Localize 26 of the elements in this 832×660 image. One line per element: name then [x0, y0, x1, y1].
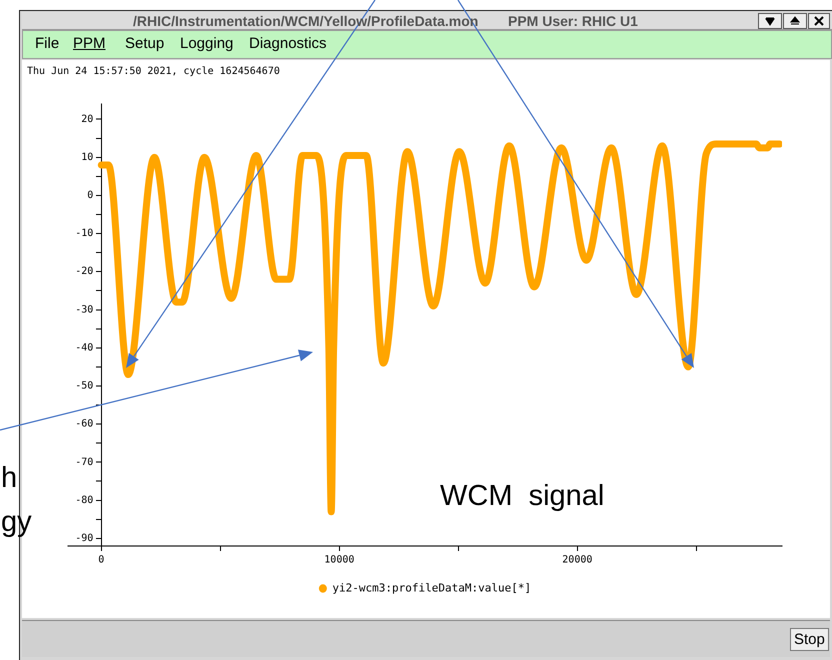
y-tick-label: -40	[75, 342, 94, 354]
text: PPM	[73, 35, 106, 52]
x-tick-label: 20000	[562, 554, 592, 566]
x-tick-label: 10000	[324, 554, 354, 566]
text: Diagnostics	[249, 35, 327, 52]
y-tick-label: -60	[75, 418, 94, 430]
text: PPM User: RHIC U1	[508, 13, 638, 29]
y-tick-label: -70	[75, 456, 94, 468]
y-tick-label: -90	[75, 532, 94, 544]
text: File	[35, 35, 60, 52]
legend-label: yi2-wcm3:profileDataM:value[*]	[332, 581, 532, 594]
y-tick-label: 20	[81, 114, 94, 125]
text: Logging	[180, 35, 234, 52]
text: h	[1, 462, 18, 495]
y-tick-label: -30	[75, 304, 94, 316]
text: Stop	[790, 628, 829, 651]
y-tick-label: 0	[87, 190, 94, 202]
text: Setup	[125, 35, 164, 52]
x-tick-label: 0	[98, 554, 104, 566]
y-tick-label: -50	[75, 380, 94, 392]
y-tick-label: 10	[81, 152, 94, 163]
chart-title: Thu Jun 24 15:57:50 2021, cycle 1624564670	[27, 66, 280, 77]
annotation: WCM signal	[440, 480, 604, 513]
y-tick-label: -80	[75, 494, 94, 506]
y-tick-label: -20	[75, 266, 94, 278]
y-tick-label: -10	[75, 228, 94, 240]
